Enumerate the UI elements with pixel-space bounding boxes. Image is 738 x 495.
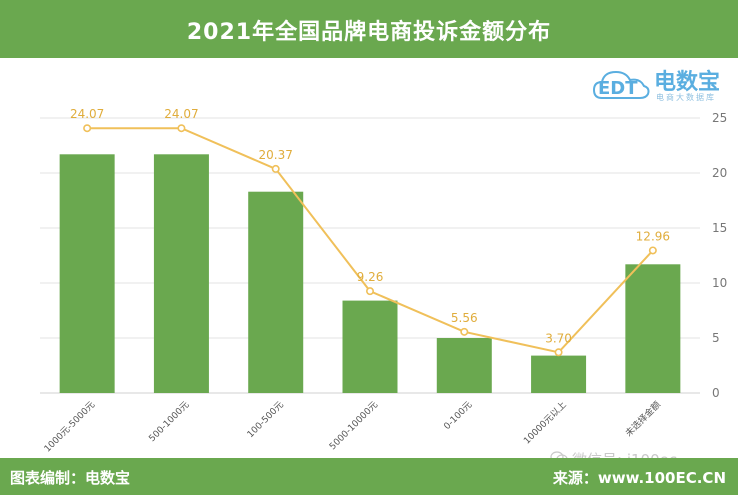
data-label: 20.37 bbox=[259, 148, 293, 162]
line-point bbox=[365, 287, 374, 296]
header-bar: 2021年全国品牌电商投诉金额分布 bbox=[0, 0, 738, 58]
line-point bbox=[460, 327, 469, 336]
logo: EDT 电数宝 电商大数据库 bbox=[592, 62, 732, 106]
x-tick-label: 10000元以上 bbox=[522, 399, 569, 446]
line-point bbox=[177, 124, 186, 133]
y-tick-label: 25 bbox=[712, 111, 727, 125]
bar bbox=[342, 300, 398, 393]
x-tick-label: 0-100元 bbox=[442, 400, 474, 432]
bar bbox=[436, 338, 492, 393]
y-tick-label: 0 bbox=[712, 386, 720, 400]
x-tick-label: 500-1000元 bbox=[147, 400, 191, 444]
footer-source: 来源：www.100EC.CN bbox=[552, 469, 726, 487]
y-tick-label: 15 bbox=[712, 221, 727, 235]
cloud-icon bbox=[592, 70, 650, 99]
x-tick-label: 1000元-5000元 bbox=[43, 400, 97, 454]
bar-line-chart: 0 5 10 15 20 25 24.07 24.07 20.37 9.26 5.56 3.70 12.… bbox=[40, 107, 727, 455]
data-label: 5.56 bbox=[451, 311, 478, 325]
bar bbox=[153, 154, 209, 393]
data-label: 24.07 bbox=[164, 107, 198, 121]
chart-title: 2021年全国品牌电商投诉金额分布 bbox=[186, 20, 552, 45]
footer-credit: 图表编制：电数宝 bbox=[10, 469, 131, 487]
x-tick-label: 未选择金额 bbox=[623, 399, 663, 439]
line-point bbox=[648, 246, 657, 255]
logo-tagline: 电商大数据库 bbox=[656, 93, 716, 102]
x-tick-label: 5000-10000元 bbox=[328, 400, 380, 452]
y-tick-label: 10 bbox=[712, 276, 727, 290]
bar bbox=[248, 191, 304, 393]
data-label: 24.07 bbox=[70, 107, 104, 121]
data-label: 9.26 bbox=[357, 270, 384, 284]
y-tick-label: 5 bbox=[712, 331, 720, 345]
data-label: 12.96 bbox=[636, 229, 670, 243]
y-tick-label: 20 bbox=[712, 166, 727, 180]
line-point bbox=[83, 124, 92, 133]
x-tick-label: 100-500元 bbox=[246, 400, 286, 440]
bar bbox=[531, 355, 587, 393]
line-point bbox=[554, 348, 563, 357]
line-point bbox=[271, 164, 280, 173]
bar bbox=[59, 154, 115, 393]
footer-bar: 图表编制：电数宝 来源：www.100EC.CN bbox=[0, 458, 738, 495]
logo-mark: EDT bbox=[598, 78, 638, 99]
logo-name: 电数宝 bbox=[654, 70, 721, 95]
data-label: 3.70 bbox=[545, 331, 572, 345]
bar bbox=[625, 264, 681, 393]
